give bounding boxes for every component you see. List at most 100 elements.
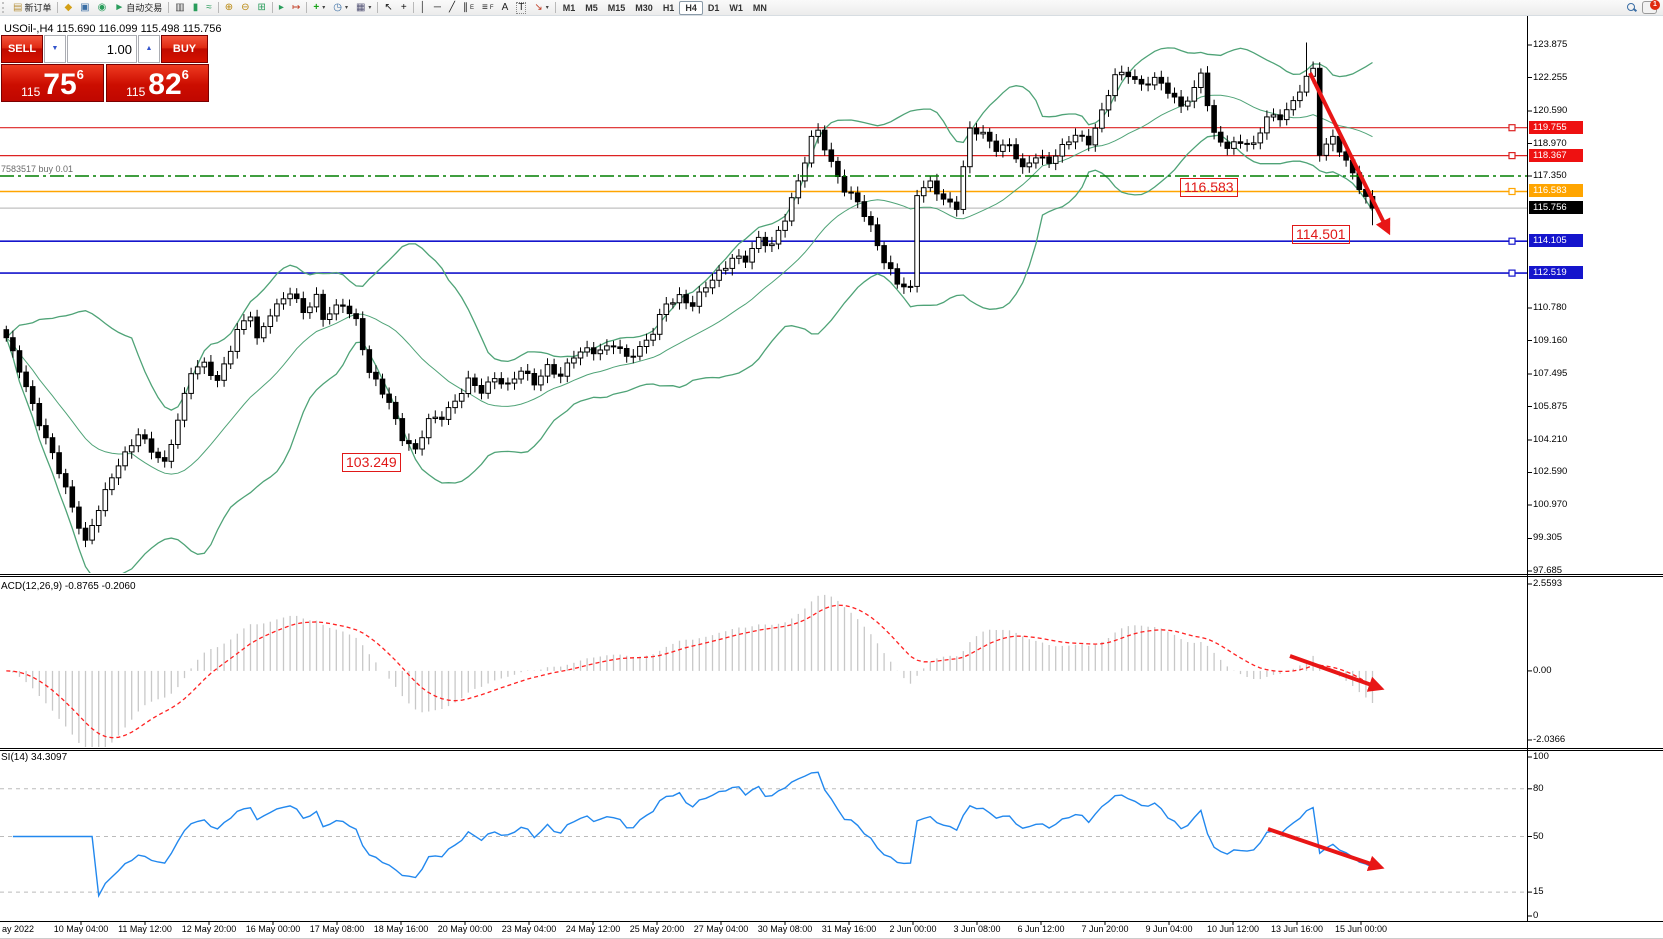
tile-windows-button[interactable]: ⊞ [254,1,270,14]
trend-arrows[interactable] [1267,72,1391,871]
date-label: 31 May 16:00 [821,924,877,934]
search-icon[interactable] [1627,3,1636,12]
chevron-down-icon: ▾ [545,5,549,11]
macd-indicator [6,594,1374,747]
clock-icon: ◷ [333,1,342,13]
price-badge: 119.755 [1529,120,1583,134]
price-tick: 109.160 [1533,334,1568,346]
date-label: 12 May 20:00 [181,924,237,934]
zoom-out-button[interactable]: ⊖ [237,1,253,14]
vertical-line-tool[interactable]: │ [416,1,430,14]
chevron-down-icon: ▾ [368,5,372,11]
horizontal-levels[interactable] [0,124,1527,277]
chart-canvas[interactable] [0,16,1663,939]
horizontal-line-icon: ─ [433,1,441,13]
ask-pip-digit: 6 [181,67,189,82]
signals-button[interactable]: ◉ [94,1,111,14]
chart-annotation[interactable]: 103.249 [342,453,401,472]
ask-big-digits: 82 [148,68,182,101]
candlestick-button[interactable]: ▮ [189,1,203,14]
tab-d1[interactable]: D1 [707,2,720,13]
chart-annotation[interactable]: 116.583 [1180,178,1238,197]
date-label: 18 May 16:00 [373,924,429,934]
candlestick-icon: ▮ [192,1,199,13]
bid-prefix: 115 [21,85,41,99]
arrows-tool[interactable]: ↘ ▾ [530,1,552,14]
periods-button[interactable]: ◷ ▾ [329,1,352,14]
zoom-out-icon: ⊖ [241,1,250,13]
fibonacci-icon: ≡ [482,1,488,13]
market-watch-icon: ◆ [64,1,73,13]
date-label: 24 May 12:00 [565,924,621,934]
trendline-tool[interactable]: ╱ [445,1,459,14]
date-label: 20 May 00:00 [437,924,493,934]
rsi-indicator [0,771,1527,899]
new-order-button[interactable]: ▤ 新订单 [9,1,55,14]
macd-tick: 0.00 [1533,664,1552,676]
line-chart-button[interactable]: ≈ [202,1,216,14]
tab-m5[interactable]: M5 [585,2,598,13]
text-label-tool[interactable]: T [512,1,530,14]
price-tick: 123.875 [1533,39,1568,50]
symbol-ohlc-line: USOil-,H4 115.690 116.099 115.498 115.75… [4,23,222,35]
crosshair-tool[interactable]: + [397,1,411,14]
volume-increase-button[interactable]: ▲ [138,35,160,63]
tab-m15[interactable]: M15 [607,2,626,13]
price-tick: 99.305 [1533,532,1563,544]
auto-scroll-button[interactable]: ▸ [275,1,288,14]
ask-price-tile[interactable]: 115 82 6 [106,64,209,102]
bar-chart-icon: ▥ [175,1,185,13]
vertical-line-icon: │ [419,1,426,13]
date-label: 27 May 04:00 [693,924,749,934]
tab-h1[interactable]: H1 [662,2,675,13]
tab-h4[interactable]: H4 [679,0,703,15]
chart-shift-button[interactable]: ↦ [288,1,304,14]
metaeditor-button[interactable]: ▣ [76,1,93,14]
text-tool[interactable]: A [498,1,513,14]
price-tick: 107.495 [1533,367,1568,379]
sell-button[interactable]: SELL [1,35,43,63]
templates-button[interactable]: ▦ ▾ [352,1,375,14]
tab-m1[interactable]: M1 [562,2,576,13]
chart-annotation[interactable]: 114.501 [1292,225,1350,244]
tab-m30[interactable]: M30 [635,2,653,13]
tab-mn[interactable]: MN [752,2,767,13]
bid-price-tile[interactable]: 115 75 6 [1,64,104,102]
text-label-icon: T [516,1,527,14]
candlestick-series [3,42,1376,548]
trendline-icon: ╱ [449,1,456,13]
date-label: 6 Jun 12:00 [1017,924,1065,934]
bollinger-bands [5,47,1374,573]
volume-decrease-button[interactable]: ▼ [44,35,66,63]
date-label: 16 May 00:00 [245,924,301,934]
chat-icon[interactable]: 1 [1642,0,1660,14]
market-watch-button[interactable]: ◆ [60,1,76,14]
fibonacci-tool[interactable]: ≡ F [482,1,494,13]
rsi-tick: 0 [1533,910,1539,921]
crosshair-icon: + [400,1,407,13]
ask-prefix: 115 [126,85,146,99]
date-label: 3 Jun 08:00 [953,924,1001,934]
text-icon: A [501,1,509,13]
indicators-button[interactable]: + ▾ [309,1,329,14]
autotrading-icon: ► [114,1,125,13]
volume-input[interactable] [67,35,137,63]
cursor-tool[interactable]: ↖ [380,1,396,14]
autotrading-button[interactable]: ► 自动交易 [110,1,166,14]
horizontal-line-tool[interactable]: ─ [430,1,445,14]
open-position-label: 7583517 buy 0.01 [1,164,74,175]
date-label: 30 May 08:00 [757,924,813,934]
chevron-down-icon: ▾ [322,5,326,11]
price-badge: 115.756 [1529,201,1583,215]
price-tick: 110.780 [1533,302,1567,313]
buy-button[interactable]: BUY [161,35,208,63]
equidistant-channel-tool[interactable]: ∥ E [463,1,475,13]
tab-w1[interactable]: W1 [729,2,743,13]
price-badge: 112.519 [1529,266,1583,280]
price-badge: 116.583 [1529,184,1583,198]
new-order-icon: ▤ [13,1,23,13]
zoom-in-button[interactable]: ⊕ [221,1,237,14]
bar-chart-button[interactable]: ▥ [171,1,188,14]
add-indicator-icon: + [313,1,320,13]
